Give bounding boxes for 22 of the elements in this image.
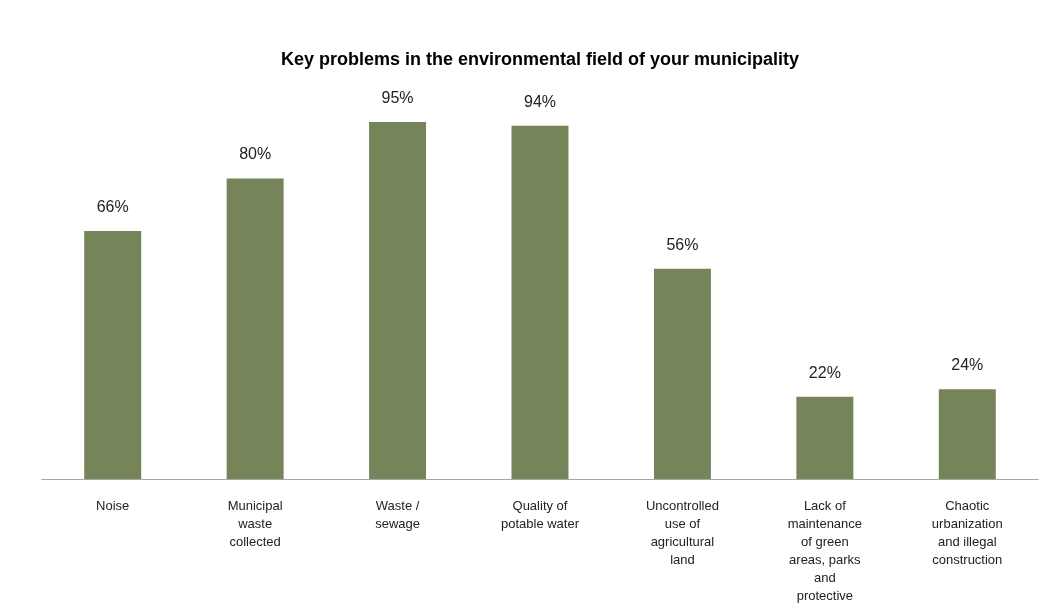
data-label: 95%: [381, 88, 414, 106]
bar: [369, 121, 427, 480]
bar: [226, 178, 284, 480]
bar: [84, 231, 142, 480]
data-label: 24%: [951, 356, 984, 374]
x-tick-label: Municipal waste collected: [227, 497, 283, 549]
data-label: 80%: [239, 145, 272, 163]
x-tick-label: Lack of maintenance of green areas, parks and protective: [787, 497, 863, 603]
x-tick-label: Uncontrolled use of agricultural land: [645, 497, 719, 567]
data-label: 22%: [808, 363, 841, 381]
data-label: 94%: [523, 92, 557, 110]
data-label: 56%: [666, 235, 699, 253]
x-tick-label: Quality of potable water: [500, 497, 580, 531]
bar: [938, 389, 996, 480]
data-label: 66%: [96, 198, 129, 216]
chart-title: Key problems in the environmental field of your municipality: [280, 48, 800, 69]
bar: [796, 396, 854, 480]
bar: [653, 268, 711, 480]
x-tick-label: Chaotic urbanization and illegal construction: [931, 497, 1003, 567]
x-tick-label: Waste / sewage: [375, 497, 420, 531]
x-tick-label: Noise: [96, 497, 130, 513]
bar: [511, 125, 569, 480]
